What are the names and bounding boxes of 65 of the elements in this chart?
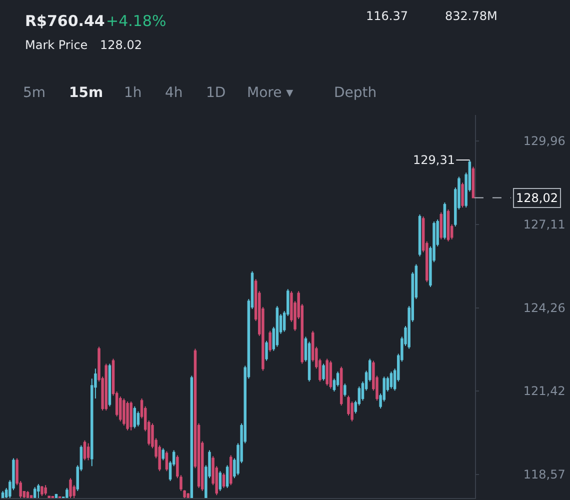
candlestick: [126, 400, 129, 431]
candlestick: [390, 371, 393, 390]
text: +4.18%: [106, 12, 166, 30]
candlestick: [461, 182, 464, 208]
candlestick: [1, 490, 4, 498]
candlestick: [308, 341, 311, 382]
candlestick: [119, 396, 122, 422]
candlestick: [40, 486, 44, 496]
text: 1D: [206, 85, 226, 101]
text: 1h: [124, 85, 142, 101]
y-tick-label: 127,11: [523, 218, 566, 232]
y-tick-label: 118,57: [523, 468, 566, 482]
text: 116.37: [366, 9, 408, 23]
text: Depth: [334, 85, 377, 101]
candlestick: [165, 450, 168, 472]
text: Mark Price: [25, 38, 88, 52]
candlestick: [66, 488, 68, 498]
candlestick: [33, 486, 36, 498]
text: 4h: [165, 85, 183, 101]
candlestick: [222, 472, 226, 489]
candlestick: [226, 464, 229, 489]
candlestick: [230, 454, 232, 486]
ref-line-label: 128,02: [516, 191, 558, 205]
candlestick: [104, 363, 108, 412]
candlestick: [69, 478, 72, 498]
candlestick: [268, 330, 272, 352]
candlestick: [322, 363, 325, 382]
y-tick-label: 124,26: [523, 301, 566, 316]
candlestick: [440, 212, 443, 240]
candlestick: [83, 440, 86, 461]
candlestick: [86, 442, 90, 461]
candlestick: [443, 202, 446, 240]
candlestick: [340, 366, 343, 406]
candlestick: [336, 371, 340, 388]
text: More ▾: [247, 85, 294, 101]
candlestick: [218, 470, 222, 492]
candlestick: [44, 484, 47, 496]
candlestick: [37, 483, 40, 498]
candlestick: [418, 214, 422, 257]
candlestick: [162, 448, 165, 461]
candlestick: [136, 410, 140, 427]
candlestick: [344, 383, 346, 397]
candlestick: [186, 492, 190, 498]
candlestick: [54, 493, 58, 498]
candlestick: [26, 490, 30, 498]
candlestick: [190, 375, 194, 498]
text: 832.78M: [445, 9, 498, 23]
candlestick: [472, 166, 475, 198]
candlestick: [133, 406, 136, 429]
candlestick: [48, 495, 50, 498]
text: R$760.44: [25, 12, 105, 30]
y-tick-label: 129,96: [523, 134, 566, 148]
text: 15m: [69, 85, 104, 101]
candlestick: [446, 209, 450, 242]
candlestick: [329, 360, 332, 390]
annotation: 129,31: [413, 153, 455, 167]
text: 128.02: [100, 38, 142, 52]
candlestick: [130, 400, 132, 431]
candlestick: [108, 363, 112, 407]
candlestick: [276, 306, 279, 348]
candlestick: [30, 495, 33, 498]
candlestick: [326, 358, 328, 386]
candlestick: [265, 340, 268, 362]
text: 5m: [23, 85, 46, 101]
y-tick-label: 121,42: [523, 384, 566, 398]
